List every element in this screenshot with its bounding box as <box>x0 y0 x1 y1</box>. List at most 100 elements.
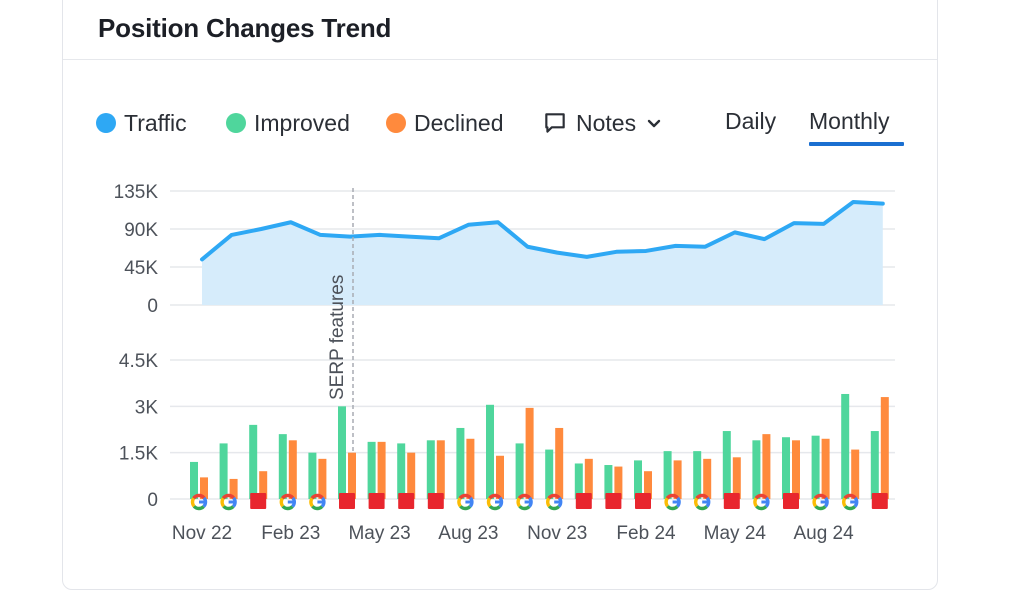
traffic-point <box>674 244 678 248</box>
traffic-point <box>496 220 500 224</box>
google-icon <box>309 493 326 511</box>
flag-icon <box>723 493 740 509</box>
card-title: Position Changes Trend <box>98 13 392 43</box>
notes-dropdown[interactable]: Notes <box>542 108 664 138</box>
traffic-dot-icon <box>96 113 116 133</box>
improved-bar <box>545 449 554 499</box>
improved-bar <box>367 441 376 499</box>
improved-bar <box>634 460 642 499</box>
traffic-point <box>407 235 411 239</box>
declined-bar <box>644 471 652 499</box>
declined-bar <box>792 440 800 499</box>
declined-bar <box>377 441 386 499</box>
traffic-point <box>526 245 530 249</box>
google-icon <box>546 493 563 511</box>
period-daily[interactable]: Daily <box>725 108 777 134</box>
improved-bar <box>486 404 494 499</box>
declined-bar <box>200 477 208 499</box>
improved-bar <box>870 431 879 499</box>
flag-icon <box>339 493 355 509</box>
improved-bar <box>811 435 820 499</box>
traffic-point <box>851 200 855 204</box>
traffic-point <box>437 236 441 240</box>
traffic-point <box>466 223 470 227</box>
legend-declined-label: Declined <box>414 109 504 136</box>
google-icon <box>812 493 829 511</box>
google-icon <box>220 493 237 511</box>
legend-improved[interactable]: Improved <box>226 108 350 138</box>
improved-bar <box>397 443 406 499</box>
declined-bar <box>496 455 504 499</box>
traffic-line <box>200 199 885 262</box>
period-monthly[interactable]: Monthly <box>809 108 890 134</box>
x-tick-label: Nov 23 <box>527 523 587 544</box>
improved-bar <box>456 427 465 499</box>
flag-icon <box>427 493 444 509</box>
positions-y-tick-label: 3K <box>135 397 159 418</box>
improved-bar <box>782 437 790 499</box>
google-icon <box>694 493 711 511</box>
chevron-down-icon <box>647 119 661 128</box>
improved-bar <box>338 406 346 499</box>
improved-bar <box>663 451 672 499</box>
declined-dot-icon <box>386 113 406 133</box>
declined-bar <box>614 466 623 499</box>
google-icon <box>664 493 681 511</box>
improved-bar <box>693 451 702 499</box>
legend-traffic-label: Traffic <box>124 109 187 136</box>
improved-bar <box>841 393 850 499</box>
positions-y-tick-label: 0 <box>147 490 158 511</box>
improved-bar <box>515 443 524 499</box>
period-selected-underline <box>809 142 904 146</box>
traffic-y-tick-label: 90K <box>124 220 158 241</box>
x-tick-label: Aug 24 <box>793 523 854 544</box>
legend-improved-label: Improved <box>254 109 350 136</box>
declined-bar <box>584 458 593 499</box>
google-icon <box>190 493 208 511</box>
positions-y-tick-label: 4.5K <box>119 351 158 372</box>
declined-bar <box>407 452 416 499</box>
declined-bar <box>259 471 268 499</box>
google-icon <box>753 493 770 511</box>
traffic-point <box>348 235 352 239</box>
legend-declined[interactable]: Declined <box>386 108 504 138</box>
declined-bar <box>851 449 860 499</box>
flag-icon <box>635 493 651 509</box>
traffic-point <box>200 257 204 261</box>
declined-bar <box>555 427 564 499</box>
flag-icon <box>605 493 622 509</box>
flag-icon <box>575 493 592 509</box>
traffic-point <box>762 237 767 241</box>
position-changes-chart: 0 45K 90K 135K 0 1.5K 3K 4.5K SERP features Nov 2… <box>114 182 895 544</box>
card-header: Position Changes Trend <box>63 1 937 60</box>
traffic-point <box>289 220 293 224</box>
flag-icon <box>398 493 415 509</box>
declined-bar <box>703 458 712 499</box>
google-icon <box>842 493 859 511</box>
declined-bar <box>762 434 771 499</box>
declined-bar <box>732 457 741 499</box>
traffic-point <box>378 233 382 237</box>
x-tick-label: Feb 23 <box>261 523 320 544</box>
traffic-point <box>555 251 559 255</box>
improved-dot-icon <box>226 113 246 133</box>
x-tick-label: Feb 24 <box>616 523 676 544</box>
google-icon <box>516 493 533 511</box>
improved-bar <box>574 463 583 499</box>
declined-bar <box>436 440 445 499</box>
google-icon <box>486 493 504 511</box>
notes-label: Notes <box>576 109 637 136</box>
flag-icon <box>250 493 267 509</box>
traffic-point <box>614 250 619 254</box>
traffic-point <box>733 230 737 234</box>
improved-bar <box>278 434 287 499</box>
traffic-point <box>318 233 322 237</box>
traffic-point <box>259 227 263 231</box>
traffic-y-tick-label: 135K <box>114 182 159 203</box>
legend-traffic[interactable]: Traffic <box>96 108 187 138</box>
improved-bar <box>249 424 258 499</box>
google-icon <box>279 493 296 511</box>
traffic-point <box>703 245 707 249</box>
traffic-point <box>585 255 589 259</box>
declined-bar <box>288 440 297 499</box>
